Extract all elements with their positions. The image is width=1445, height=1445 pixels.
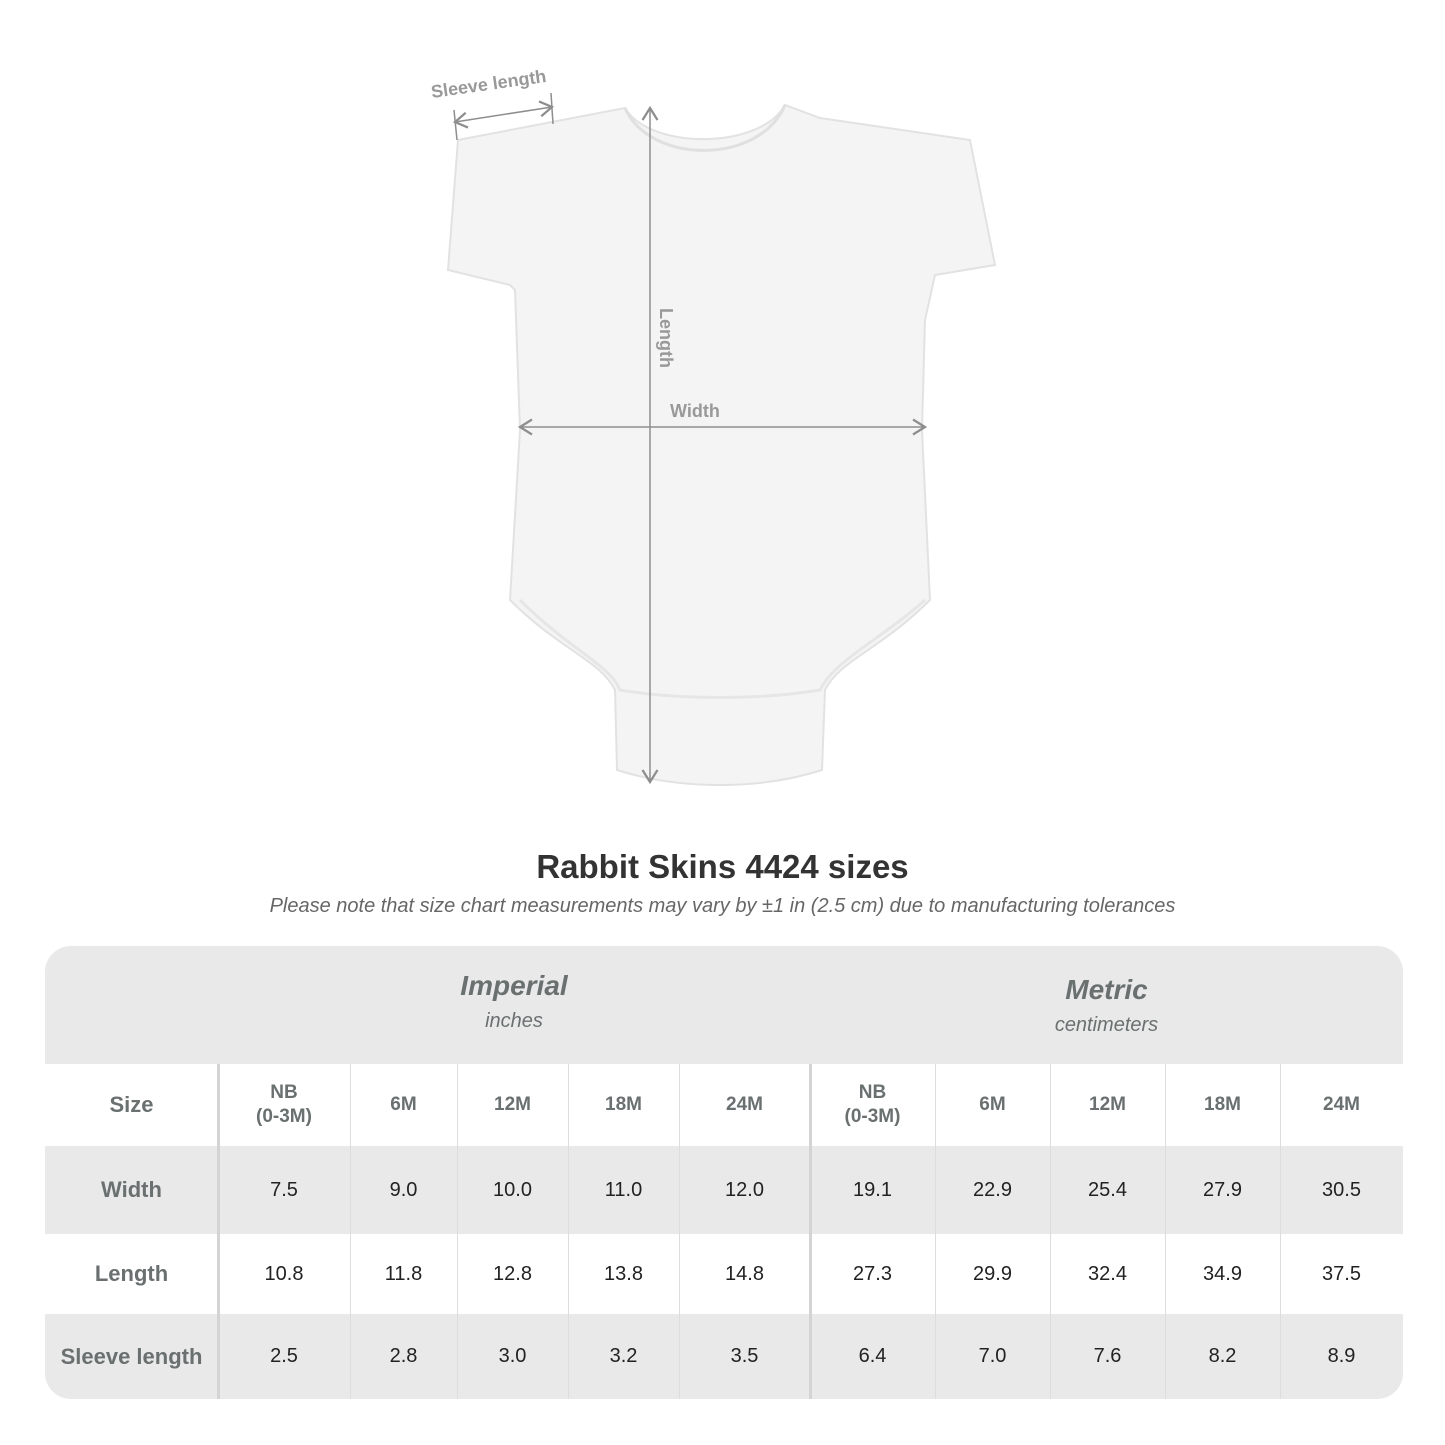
tolerance-note: Please note that size chart measurements… bbox=[269, 895, 1176, 917]
column-divider bbox=[935, 1064, 936, 1399]
imperial-value: 2.8 bbox=[389, 1345, 418, 1367]
metric-value: 32.4 bbox=[1088, 1262, 1127, 1285]
row-label: Sleeve length bbox=[60, 1343, 203, 1369]
imperial-value: 2.5 bbox=[270, 1345, 298, 1367]
metric-value: 34.9 bbox=[1203, 1262, 1242, 1285]
column-divider bbox=[217, 1064, 220, 1399]
width-label: Width bbox=[670, 401, 720, 421]
size-column-header: 6M bbox=[979, 1094, 1006, 1115]
imperial-header: Imperial inches bbox=[218, 970, 810, 1033]
imperial-value: 11.0 bbox=[604, 1178, 643, 1201]
column-divider bbox=[1165, 1064, 1166, 1399]
metric-value: 7.6 bbox=[1093, 1345, 1122, 1367]
onesie-diagram: Sleeve length Length Width bbox=[430, 66, 997, 786]
table-header: Imperial inches Metric centimeters bbox=[45, 946, 1403, 1064]
metric-value: 6.4 bbox=[858, 1345, 887, 1367]
column-divider bbox=[809, 1064, 812, 1399]
metric-value: 25.4 bbox=[1088, 1178, 1127, 1201]
imperial-value: 3.0 bbox=[498, 1345, 527, 1367]
metric-title: Metric bbox=[1065, 974, 1148, 1005]
column-divider bbox=[679, 1064, 680, 1399]
metric-value: 8.9 bbox=[1327, 1345, 1356, 1367]
chart-title: Rabbit Skins 4424 sizes bbox=[536, 848, 909, 885]
imperial-value: 12.0 bbox=[725, 1178, 764, 1201]
size-column-header: 18M bbox=[605, 1094, 642, 1115]
imperial-value: 3.2 bbox=[609, 1345, 638, 1367]
column-divider bbox=[350, 1064, 351, 1399]
imperial-value: 11.8 bbox=[384, 1262, 423, 1285]
table-row: Sleeve length 2.5 2.8 3.0 3.2 3.5 6.4 7.0 7.6 8.2… bbox=[45, 1314, 1403, 1399]
imperial-unit: inches bbox=[485, 1010, 543, 1032]
size-column-header: NB (0-3M) bbox=[844, 1082, 901, 1127]
imperial-value: 3.5 bbox=[730, 1345, 759, 1367]
row-label: Length bbox=[94, 1261, 169, 1286]
metric-value: 37.5 bbox=[1322, 1262, 1361, 1285]
size-table: Imperial inches Metric centimeters Size N… bbox=[45, 946, 1403, 1399]
column-divider bbox=[457, 1064, 458, 1399]
metric-value: 19.1 bbox=[853, 1178, 892, 1201]
imperial-title: Imperial bbox=[460, 970, 568, 1001]
imperial-value: 13.8 bbox=[604, 1262, 643, 1285]
table-row: Length 10.8 11.8 12.8 13.8 14.8 27.3 29.9 32.4 34… bbox=[45, 1234, 1403, 1314]
metric-value: 30.5 bbox=[1322, 1178, 1361, 1201]
metric-value: 29.9 bbox=[973, 1262, 1012, 1285]
column-divider bbox=[1050, 1064, 1051, 1399]
metric-value: 7.0 bbox=[978, 1345, 1007, 1367]
size-column-header: 18M bbox=[1204, 1094, 1241, 1115]
imperial-value: 12.8 bbox=[493, 1262, 532, 1285]
column-divider bbox=[1280, 1064, 1281, 1399]
onesie-image bbox=[446, 103, 997, 786]
metric-value: 27.9 bbox=[1203, 1178, 1242, 1201]
imperial-value: 7.5 bbox=[270, 1178, 298, 1201]
sleeve-length-label: Sleeve length bbox=[430, 66, 548, 102]
size-column-header: NB (0-3M) bbox=[256, 1082, 312, 1127]
size-column-header: 24M bbox=[726, 1094, 763, 1115]
size-column-header: 12M bbox=[494, 1094, 531, 1115]
imperial-value: 14.8 bbox=[725, 1262, 764, 1285]
length-label: Length bbox=[656, 308, 676, 368]
metric-value: 27.3 bbox=[853, 1262, 892, 1285]
size-column-header: 12M bbox=[1089, 1094, 1126, 1115]
metric-header: Metric centimeters bbox=[810, 974, 1403, 1037]
column-divider bbox=[568, 1064, 569, 1399]
size-column-header: 6M bbox=[390, 1094, 417, 1115]
metric-unit: centimeters bbox=[1054, 1014, 1159, 1036]
imperial-value: 10.0 bbox=[493, 1178, 532, 1201]
size-label: Size bbox=[109, 1092, 154, 1117]
metric-value: 22.9 bbox=[973, 1178, 1012, 1201]
table-row: Width 7.5 9.0 10.0 11.0 12.0 19.1 22.9 25.4 27.9 3… bbox=[45, 1146, 1403, 1234]
metric-value: 8.2 bbox=[1208, 1345, 1237, 1367]
size-header-row: Size NB (0-3M) 6M 12M 18M 24M NB (0-3M) 6M 12M 18… bbox=[45, 1064, 1403, 1146]
row-label: Width bbox=[101, 1177, 162, 1202]
imperial-value: 10.8 bbox=[264, 1262, 304, 1285]
imperial-value: 9.0 bbox=[389, 1178, 418, 1201]
size-column-header: 24M bbox=[1323, 1094, 1360, 1115]
